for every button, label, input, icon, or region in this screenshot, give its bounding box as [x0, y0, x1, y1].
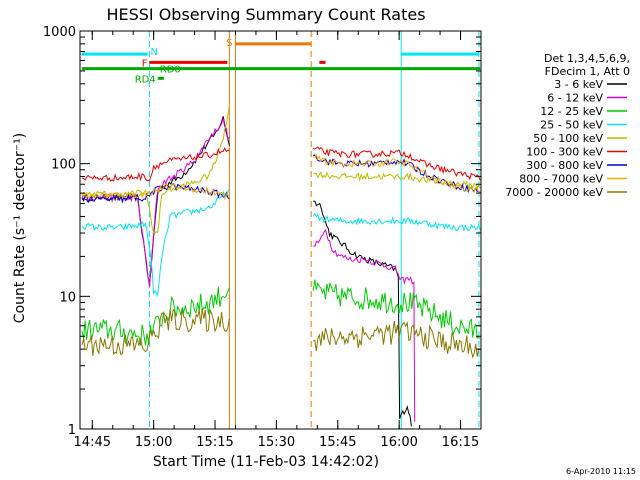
flag-bars: NF S RD0 RD4 [82, 38, 481, 85]
legend: Det 1,3,4,5,6,9,FDecim 1, Att 03 - 6 keV… [505, 52, 630, 199]
flag-label-0: N [151, 47, 158, 58]
flag-label-3: S [226, 38, 232, 49]
series-0 [81, 116, 412, 427]
x-tick-label-4: 15:45 [319, 435, 356, 450]
series-layer [81, 104, 481, 427]
legend-header-1: FDecim 1, Att 0 [545, 65, 630, 78]
x-axis-label: Start Time (11-Feb-03 14:42:02) [153, 454, 379, 470]
series-2 [81, 279, 481, 346]
series-7 [81, 153, 481, 201]
legend-label-1: 6 - 12 keV [547, 92, 603, 105]
x-tick-label-0: 14:45 [74, 435, 111, 450]
series-line-5 [81, 146, 481, 182]
flag-label-4: RD0 [160, 65, 181, 76]
flag-label-5: RD4 [135, 74, 156, 85]
series-3 [81, 189, 481, 298]
axes: 14:45 15:00 15:15 15:30 15:45 16:00 16:15 1 10 10… [43, 25, 482, 450]
series-line-3 [81, 189, 481, 298]
series-1 [81, 118, 416, 422]
legend-label-4: 50 - 100 keV [533, 132, 603, 145]
y-tick-label-1: 10 [59, 290, 76, 305]
legend-label-5: 100 - 300 keV [526, 146, 603, 159]
legend-header-0: Det 1,3,4,5,6,9, [544, 52, 630, 65]
chart-title: HESSI Observing Summary Count Rates [106, 5, 425, 24]
series-line-0 [81, 116, 412, 427]
x-tick-label-1: 15:00 [135, 435, 172, 450]
y-axis-label: Count Rate (s⁻¹ detector⁻¹) [12, 133, 28, 323]
y-tick-label-0: 1 [68, 423, 76, 438]
plot-frame [79, 30, 482, 430]
legend-label-8: 7000 - 20000 keV [505, 186, 603, 199]
vertical-marker-lines [149, 31, 480, 429]
date-stamp: 6-Apr-2010 11:15 [566, 467, 636, 476]
series-8 [81, 308, 481, 359]
legend-label-2: 12 - 25 keV [540, 105, 603, 118]
y-tick-label-2: 100 [51, 158, 76, 173]
legend-label-0: 3 - 6 keV [554, 78, 603, 91]
legend-label-3: 25 - 50 keV [540, 119, 603, 132]
series-4 [81, 104, 481, 234]
series-line-2 [81, 279, 481, 346]
legend-label-7: 800 - 7000 keV [519, 173, 603, 186]
x-tick-label-3: 15:30 [258, 435, 295, 450]
x-tick-label-2: 15:15 [196, 435, 233, 450]
y-tick-label-3: 1000 [43, 25, 76, 40]
series-line-7 [81, 153, 481, 201]
flag-label-1: F [142, 58, 148, 69]
series-line-8 [81, 308, 481, 359]
series-line-4 [81, 104, 481, 234]
legend-label-6: 300 - 800 keV [526, 159, 603, 172]
x-tick-label-5: 16:00 [380, 435, 417, 450]
series-line-1 [81, 118, 416, 422]
series-5 [81, 146, 481, 182]
x-tick-label-6: 16:15 [442, 435, 479, 450]
